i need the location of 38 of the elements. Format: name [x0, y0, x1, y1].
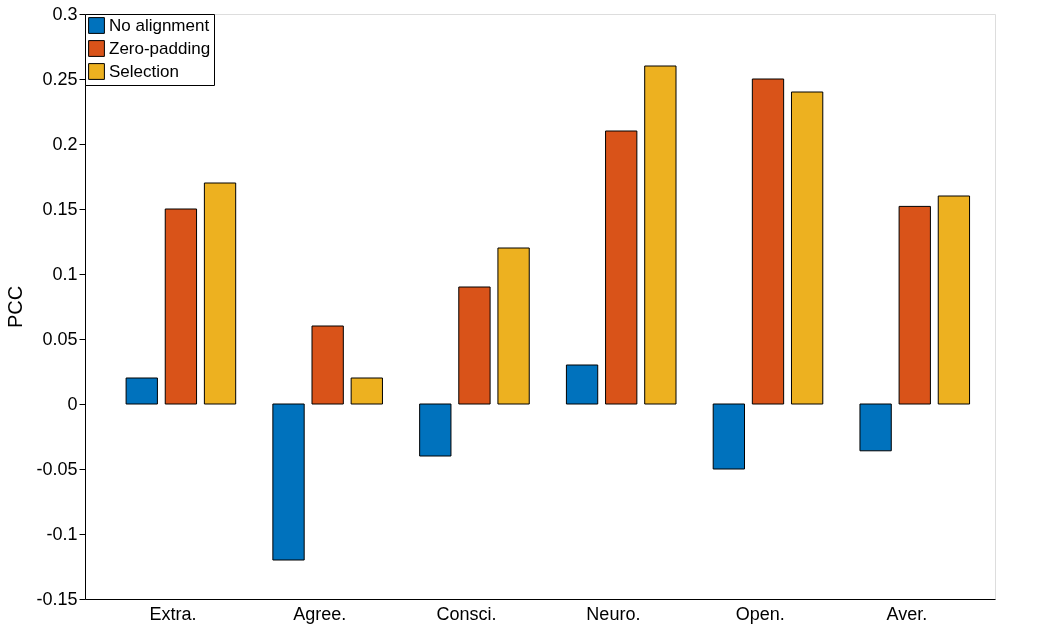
bar [565, 364, 599, 405]
bar [125, 377, 158, 405]
bar [937, 195, 971, 405]
y-tick-label: -0.05 [36, 458, 78, 479]
bar [497, 247, 530, 405]
y-tick-label: 0.05 [42, 328, 78, 349]
bar [898, 205, 931, 405]
y-tick-label: 0.25 [42, 68, 78, 89]
bar [419, 403, 452, 457]
y-tick-label: 0.1 [52, 263, 78, 284]
bar [859, 403, 892, 452]
x-tick-label: Open. [735, 603, 785, 624]
bar [458, 286, 491, 405]
legend-label: Selection [109, 61, 179, 81]
y-tick-label: 0.15 [42, 198, 78, 219]
x-tick-label: Aver. [886, 603, 928, 624]
bar [350, 377, 383, 405]
x-tick-label: Agree. [293, 603, 347, 624]
bar [272, 403, 305, 561]
y-tick-label: 0.3 [52, 3, 78, 24]
legend-label: Zero-padding [109, 38, 211, 58]
bar [751, 78, 785, 405]
bar [164, 208, 198, 405]
x-tick-label: Neuro. [586, 603, 641, 624]
bar [605, 130, 638, 405]
bar [203, 182, 237, 405]
y-axis-title: PCC [4, 285, 27, 329]
bar [712, 403, 746, 470]
x-tick-label: Extra. [149, 603, 197, 624]
y-tick-label: 0.2 [52, 133, 78, 154]
bar [790, 91, 824, 405]
x-tick-label: Consci. [436, 603, 497, 624]
legend-label: No alignment [109, 15, 210, 35]
y-tick-label: -0.1 [46, 523, 78, 544]
y-tick-label: -0.15 [36, 588, 78, 609]
y-tick-label: 0 [67, 393, 78, 414]
bar [311, 325, 344, 405]
bar [644, 65, 677, 405]
